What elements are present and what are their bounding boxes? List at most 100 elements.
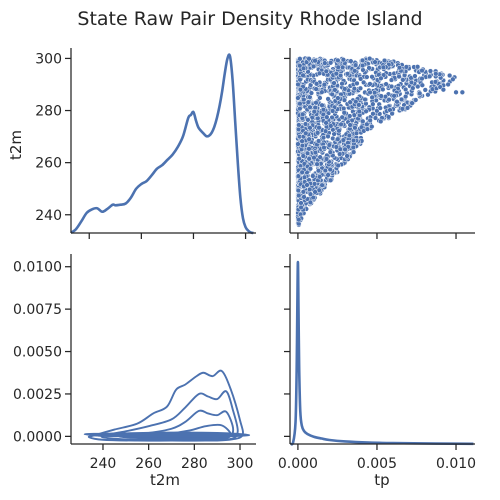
scatter-point [314, 161, 320, 167]
scatter-point [459, 89, 466, 95]
scatter-point [319, 89, 325, 95]
scatter-point [372, 59, 378, 65]
kde-line-tp [289, 260, 474, 446]
panel-t2m-t2m-y-tick-label: 260 [35, 156, 62, 172]
scatter-point [369, 94, 375, 101]
scatter-point [335, 64, 341, 70]
scatter-point [341, 110, 347, 116]
scatter-point [360, 118, 366, 124]
y-axis-label-t2m: t2m [7, 130, 25, 160]
scatter-point [299, 142, 306, 149]
scatter-point [296, 156, 302, 162]
scatter-point [383, 81, 389, 87]
panel-t2m-tp-x-tick-label: 240 [90, 456, 117, 472]
scatter-point [427, 73, 433, 80]
scatter-point [380, 86, 386, 93]
scatter-point [331, 80, 337, 86]
scatter-point [321, 82, 328, 88]
panel-t2m-tp-y-tick-label: 0.0000 [13, 429, 62, 445]
scatter-point [327, 60, 334, 66]
scatter-point [422, 87, 428, 93]
scatter-point [305, 117, 311, 123]
scatter-point [337, 146, 343, 152]
scatter-point [307, 191, 314, 197]
scatter-point [398, 96, 405, 103]
scatter-point [312, 189, 318, 195]
scatter-point [304, 150, 311, 156]
scatter-point [408, 79, 415, 86]
scatter-point [301, 194, 307, 200]
scatter-point [325, 133, 331, 140]
scatter-point [322, 128, 329, 134]
scatter-point [306, 56, 312, 62]
scatter-point [327, 166, 333, 173]
panel-t2m-t2m: 240 260 280 300 [35, 48, 256, 239]
scatter-point [296, 122, 302, 128]
panel-t2m-tp-x-tick-label: 260 [135, 456, 162, 472]
scatter-point [307, 199, 313, 205]
scatter-point [321, 144, 327, 151]
scatter-point [333, 71, 339, 77]
scatter-point [307, 186, 313, 193]
scatter-point [419, 82, 425, 88]
panel-t2m-tp-x-tick-label: 300 [227, 456, 254, 472]
scatter-point [377, 105, 383, 111]
scatter-point [409, 100, 415, 106]
scatter-point [315, 138, 322, 144]
scatter-point [306, 156, 312, 162]
scatter-point [314, 130, 321, 136]
scatter-point [313, 81, 320, 87]
scatter-point [404, 105, 411, 111]
scatter-point [412, 73, 418, 79]
scatter-point [302, 121, 309, 127]
scatter-point [419, 75, 425, 82]
panel-t2m-tp-y-tick-label: 0.0100 [13, 260, 62, 276]
scatter-point [354, 80, 360, 87]
scatter-point [389, 110, 395, 117]
figure-title: State Raw Pair Density Rhode Island [77, 8, 422, 30]
scatter-point [312, 58, 318, 64]
scatter-point [339, 80, 345, 87]
scatter-point [319, 182, 325, 188]
scatter-point [311, 109, 317, 115]
scatter-point [388, 83, 395, 90]
scatter-point [313, 86, 319, 92]
scatter-point [350, 149, 357, 155]
scatter-point [298, 204, 304, 211]
scatter-point [315, 168, 322, 174]
scatter-point [333, 144, 340, 150]
panel-t2m-tp-y-tick-label: 0.0050 [13, 345, 62, 361]
scatter-point [347, 99, 353, 105]
scatter-point [381, 57, 388, 64]
scatter-point [310, 173, 316, 179]
scatter-point [329, 114, 335, 121]
scatter-point [363, 108, 369, 114]
scatter-point [323, 68, 329, 74]
scatter-point [367, 81, 373, 87]
scatter-point [336, 128, 342, 134]
scatter-point [295, 187, 301, 194]
scatter-point [386, 97, 392, 103]
scatter-point [362, 96, 368, 103]
panel-tp-tp-x-tick-label: 0.010 [436, 456, 476, 472]
scatter-point [353, 130, 360, 136]
scatter-point [342, 146, 348, 153]
scatter-point [300, 111, 306, 117]
scatter-point [337, 151, 343, 157]
scatter-point [295, 126, 302, 133]
panel-t2m-t2m-y-tick-label: 280 [35, 104, 62, 120]
panel-t2m-tp-y-tick-label: 0.0025 [13, 387, 62, 403]
scatter-point [403, 64, 410, 70]
scatter-point [450, 76, 456, 82]
scatter-point [295, 95, 301, 101]
scatter-point [301, 96, 307, 103]
scatter-point [335, 95, 341, 101]
scatter-point [297, 87, 304, 93]
scatter-point [339, 114, 345, 120]
kde2d-contour [118, 409, 235, 441]
scatter-point [337, 72, 344, 79]
scatter-point [307, 166, 314, 172]
scatter-point [295, 141, 301, 147]
scatter-point [361, 79, 367, 86]
